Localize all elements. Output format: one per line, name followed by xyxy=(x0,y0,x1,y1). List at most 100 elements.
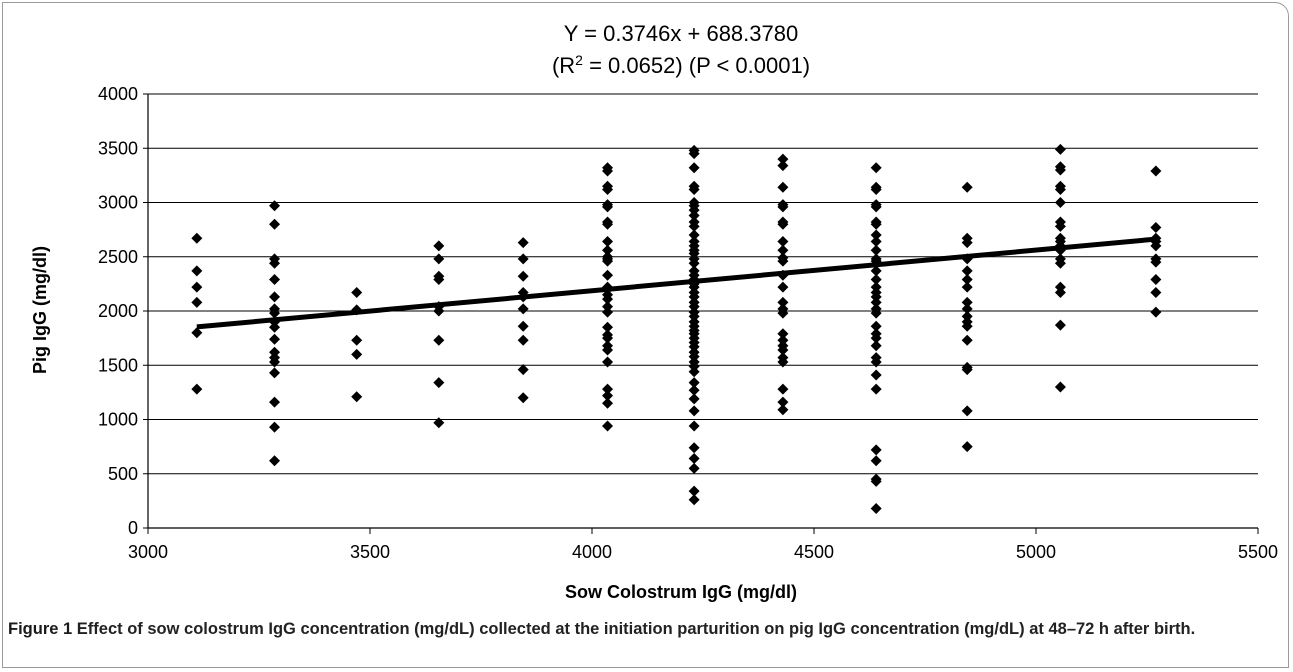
data-point xyxy=(602,332,614,344)
data-point xyxy=(688,393,700,405)
data-point xyxy=(269,421,281,433)
data-point xyxy=(602,236,614,248)
data-point xyxy=(961,364,973,376)
caption-label: Figure 1 xyxy=(8,620,73,638)
data-point xyxy=(777,201,789,213)
y-tick-label: 2000 xyxy=(98,301,138,321)
data-point xyxy=(1054,220,1066,232)
data-point xyxy=(870,383,882,395)
data-point xyxy=(870,369,882,381)
data-point xyxy=(777,218,789,230)
data-point xyxy=(777,181,789,193)
data-point xyxy=(870,274,882,286)
data-point xyxy=(602,397,614,409)
x-tick-label: 5000 xyxy=(1016,542,1056,562)
data-point xyxy=(517,334,529,346)
data-point xyxy=(961,281,973,293)
data-point xyxy=(688,377,700,389)
data-point xyxy=(269,291,281,303)
data-point xyxy=(870,356,882,368)
y-tick-label: 1500 xyxy=(98,355,138,375)
data-point xyxy=(870,265,882,277)
y-tick-label: 2500 xyxy=(98,247,138,267)
data-point xyxy=(191,327,203,339)
data-point xyxy=(269,333,281,345)
data-point xyxy=(1054,197,1066,208)
data-point xyxy=(602,201,614,213)
data-point xyxy=(688,405,700,417)
data-point xyxy=(961,181,973,193)
x-tick-label: 3500 xyxy=(350,542,390,562)
data-point xyxy=(517,303,529,315)
data-point xyxy=(602,218,614,230)
data-point xyxy=(1054,381,1066,393)
data-point xyxy=(688,183,700,195)
data-point xyxy=(517,364,529,376)
data-point xyxy=(870,162,882,174)
data-point xyxy=(688,220,700,232)
data-point xyxy=(602,390,614,402)
data-point xyxy=(688,462,700,474)
data-point xyxy=(688,229,700,241)
data-point xyxy=(1054,164,1066,176)
data-point xyxy=(433,305,445,317)
data-point xyxy=(777,281,789,293)
data-point xyxy=(602,356,614,368)
data-point xyxy=(269,455,281,467)
data-point xyxy=(351,287,363,299)
data-point xyxy=(870,236,882,248)
data-point xyxy=(688,420,700,432)
x-tick-label: 4000 xyxy=(572,542,612,562)
data-point xyxy=(1054,257,1066,269)
data-point xyxy=(517,392,529,404)
data-point xyxy=(602,293,614,305)
data-point xyxy=(777,328,789,340)
data-point xyxy=(870,229,882,241)
y-tick-label: 1000 xyxy=(98,410,138,430)
chart-title-line2: (R2 = 0.0652) (P < 0.0001) xyxy=(552,52,810,78)
data-point xyxy=(517,237,529,249)
y-tick-label: 3000 xyxy=(98,193,138,213)
data-point xyxy=(191,281,203,293)
data-point xyxy=(961,274,973,286)
data-point xyxy=(602,255,614,267)
y-tick-label: 0 xyxy=(128,518,138,538)
data-point xyxy=(602,183,614,195)
data-point xyxy=(1054,143,1066,155)
data-point xyxy=(602,321,614,333)
y-tick-labels: 0 500 1000 1500 2000 2500 3000 3500 4000 xyxy=(98,84,138,538)
data-point xyxy=(688,442,700,454)
data-point xyxy=(777,153,789,165)
data-point xyxy=(602,244,614,256)
data-point xyxy=(602,269,614,281)
data-point xyxy=(351,391,363,403)
data-point xyxy=(602,383,614,395)
data-point xyxy=(870,455,882,467)
data-point xyxy=(961,334,973,346)
data-point xyxy=(777,404,789,416)
x-tick-label: 5500 xyxy=(1238,542,1278,562)
x-axis-label: Sow Colostrum IgG (mg/dl) xyxy=(565,582,797,602)
y-tick-label: 500 xyxy=(108,464,138,484)
x-tick-label: 3000 xyxy=(128,542,168,562)
data-point xyxy=(961,441,973,453)
y-tick-label: 4000 xyxy=(98,84,138,104)
data-point xyxy=(1150,306,1162,318)
data-point xyxy=(517,270,529,282)
data-point xyxy=(602,344,614,356)
data-point xyxy=(688,366,700,378)
data-point xyxy=(517,320,529,332)
data-point xyxy=(777,244,789,256)
data-point xyxy=(961,265,973,277)
x-tick-labels: 3000 3500 4000 4500 5000 5500 xyxy=(128,542,1278,562)
x-tick-label: 4500 xyxy=(794,542,834,562)
data-point xyxy=(269,396,281,408)
data-point xyxy=(688,384,700,396)
data-point xyxy=(870,475,882,487)
data-point xyxy=(870,244,882,256)
data-point xyxy=(433,377,445,389)
data-point xyxy=(870,444,882,456)
data-point xyxy=(961,320,973,332)
data-point xyxy=(1150,240,1162,252)
